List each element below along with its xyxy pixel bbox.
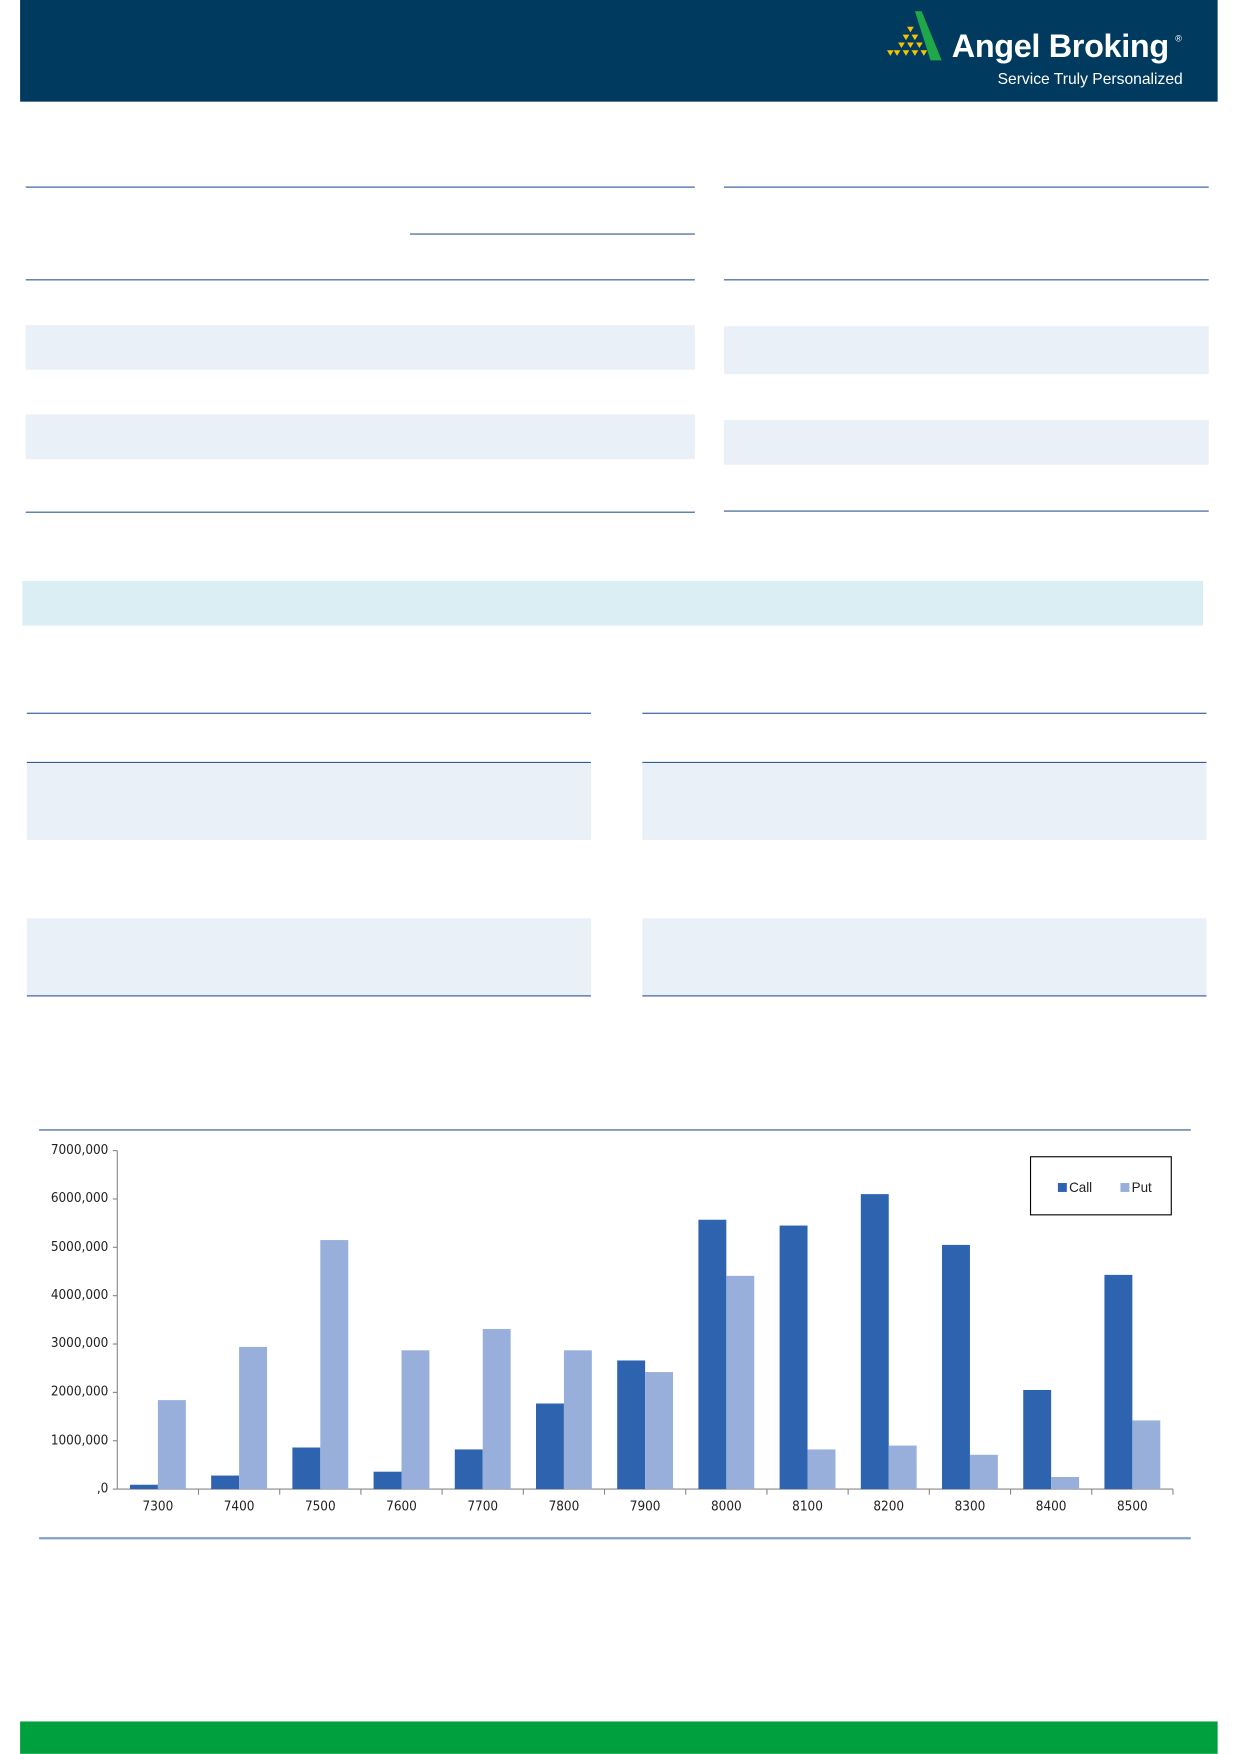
y-tick-label: 3000,000 [50, 1335, 109, 1351]
y-tick-label: 5000,000 [50, 1238, 109, 1255]
x-tick-label: 7600 [386, 1498, 417, 1514]
x-tick-label: 7900 [629, 1498, 661, 1514]
bar-call-7900 [617, 1360, 646, 1490]
x-tick-label: 7400 [223, 1498, 255, 1514]
bar-call-8500 [1104, 1274, 1133, 1490]
bar-call-8200 [860, 1194, 889, 1490]
bar-call-7800 [535, 1403, 564, 1490]
bar-put-7600 [401, 1350, 430, 1490]
bar-put-8500 [1132, 1420, 1161, 1490]
chart-top-rule [39, 1129, 1191, 1131]
bar-call-8000 [698, 1219, 727, 1490]
chart-legend: Call Put [1029, 1156, 1172, 1216]
bar-call-7400 [211, 1475, 240, 1490]
bar-put-8000 [726, 1275, 755, 1490]
bar-put-7800 [563, 1350, 592, 1490]
bar-put-7700 [482, 1329, 511, 1490]
legend-label: Call [1069, 1179, 1093, 1196]
table-row [723, 420, 1209, 465]
legend-item-put: Put [1120, 1179, 1152, 1196]
bar-call-8300 [942, 1244, 970, 1490]
bar-call-7300 [129, 1484, 158, 1490]
oi-bar-chart [112, 1150, 1174, 1495]
header-banner [20, 0, 1218, 102]
table-row [26, 762, 591, 841]
table-row [642, 762, 1207, 841]
bar-put-7900 [645, 1372, 674, 1490]
y-tick-label: 4000,000 [50, 1286, 109, 1303]
x-tick-label: 8500 [1116, 1498, 1148, 1514]
bar-put-8200 [888, 1445, 917, 1490]
x-tick-label: 8100 [792, 1498, 823, 1514]
y-tick-label: ,0 [96, 1480, 109, 1496]
legend-swatch-icon [1120, 1183, 1130, 1192]
x-tick-label: 8400 [1035, 1498, 1067, 1514]
registered-mark: ® [1175, 33, 1182, 44]
footer-bar [20, 1721, 1218, 1754]
x-tick-label: 8000 [710, 1498, 742, 1514]
brand-tagline: Service Truly Personalized [997, 69, 1183, 88]
bar-call-8400 [1023, 1389, 1052, 1490]
bar-put-8100 [807, 1449, 836, 1490]
section-band [22, 580, 1204, 626]
y-tick-label: 1000,000 [50, 1431, 109, 1448]
x-tick-label: 7500 [304, 1498, 336, 1514]
legend-item-call: Call [1057, 1179, 1093, 1196]
bar-put-7300 [157, 1400, 186, 1490]
legend-swatch-icon [1057, 1183, 1067, 1192]
bar-put-7400 [239, 1346, 268, 1490]
chart-bottom-rule [39, 1537, 1191, 1540]
table-row [26, 918, 591, 996]
brand-name: Angel Broking [951, 29, 1169, 65]
table-row [723, 326, 1209, 375]
bar-call-7700 [454, 1449, 483, 1490]
bar-call-7600 [373, 1471, 402, 1490]
x-tick-label: 7300 [142, 1498, 174, 1514]
table-row [642, 918, 1207, 996]
y-tick-label: 7000,000 [50, 1141, 109, 1158]
y-tick-label: 6000,000 [50, 1190, 109, 1206]
x-tick-label: 7700 [467, 1498, 499, 1514]
angel-logo-icon [886, 11, 942, 61]
bar-put-7500 [320, 1240, 349, 1490]
bar-call-8100 [779, 1225, 808, 1490]
legend-label: Put [1131, 1179, 1152, 1196]
x-tick-label: 7800 [548, 1498, 580, 1514]
x-tick-label: 8300 [954, 1498, 986, 1514]
bar-put-8300 [969, 1454, 998, 1490]
x-tick-label: 8200 [873, 1498, 905, 1514]
table-row [25, 414, 695, 460]
bar-call-7500 [292, 1447, 321, 1490]
bar-put-8400 [1051, 1477, 1080, 1490]
y-tick-label: 2000,000 [50, 1383, 109, 1400]
table-row [25, 325, 695, 370]
